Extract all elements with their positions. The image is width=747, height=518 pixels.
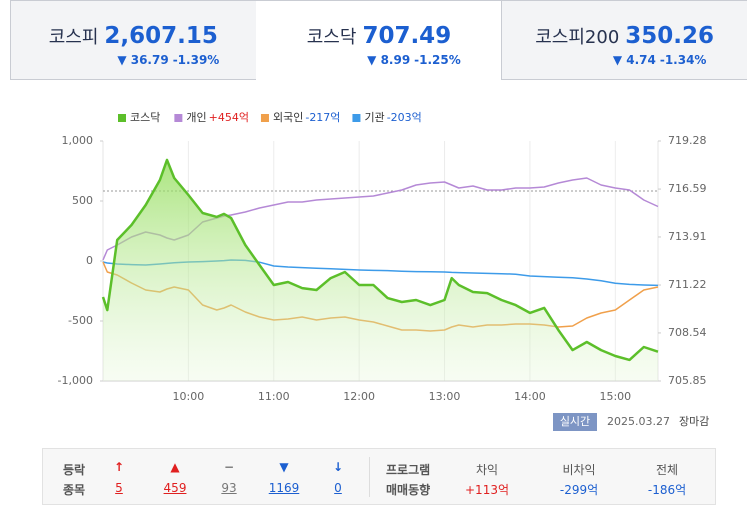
status-state: 장마감 bbox=[679, 415, 709, 428]
index-tab[interactable]: 코스피 2,607.15 ▼ 36.79 -1.39% bbox=[10, 0, 257, 80]
y2-tick-label: 716.59 bbox=[668, 182, 707, 195]
series-area bbox=[103, 159, 658, 381]
program-column-value: +113억 bbox=[465, 483, 509, 497]
y2-tick-label: 719.28 bbox=[668, 134, 707, 147]
summary-count[interactable]: 93 bbox=[221, 481, 237, 495]
x-tick-label: 14:00 bbox=[514, 390, 546, 403]
program-column-name: 차익 bbox=[475, 463, 499, 477]
legend-value: +454억 bbox=[209, 111, 249, 124]
x-tick-label: 12:00 bbox=[343, 390, 375, 403]
summary-label: 등락 bbox=[63, 463, 86, 477]
summary-count[interactable]: 1169 bbox=[268, 481, 300, 495]
program-column-name: 전체 bbox=[655, 463, 679, 477]
legend-swatch bbox=[352, 114, 361, 122]
index-change: ▼ 8.99 bbox=[367, 53, 411, 67]
index-name: 코스피 bbox=[48, 27, 99, 48]
status-badge-text: 실시간 bbox=[560, 415, 590, 428]
y-tick-label: 1,000 bbox=[62, 134, 94, 147]
legend-label: 기관 bbox=[364, 111, 384, 124]
index-tab[interactable]: 코스닥 707.49 ▼ 8.99 -1.25% bbox=[255, 0, 503, 80]
program-column-name: 비차익 bbox=[562, 463, 596, 477]
index-tab[interactable]: 코스피200 350.26 ▼ 4.74 -1.34% bbox=[501, 0, 747, 80]
y2-tick-label: 705.85 bbox=[668, 374, 707, 387]
index-value: 350.26 bbox=[625, 23, 715, 49]
x-tick-label: 10:00 bbox=[173, 390, 205, 403]
summary-count[interactable]: 459 bbox=[163, 481, 187, 495]
index-rate: -1.34% bbox=[659, 53, 707, 67]
status-badge bbox=[553, 413, 597, 431]
status-date: 2025.03.27 bbox=[607, 415, 670, 428]
y-tick-label: 0 bbox=[86, 254, 93, 267]
legend-label: 개인 bbox=[186, 111, 206, 124]
series-line bbox=[101, 158, 659, 362]
legend-value: -203억 bbox=[387, 111, 422, 124]
tab-main: 코스닥 707.49 bbox=[256, 23, 503, 49]
summary-symbol: − bbox=[223, 460, 235, 474]
program-column-value: -186억 bbox=[647, 483, 687, 497]
index-name: 코스닥 bbox=[306, 27, 357, 48]
index-value: 707.49 bbox=[362, 23, 452, 49]
x-tick-label: 15:00 bbox=[599, 390, 631, 403]
y-tick-label: -500 bbox=[68, 314, 93, 327]
legend-value: -217억 bbox=[305, 111, 340, 124]
x-tick-label: 13:00 bbox=[429, 390, 461, 403]
chart: 10:00 11:00 12:00 13:00 14:00 15:00 1,000 500 0 -… bbox=[58, 111, 709, 431]
index-name: 코스피200 bbox=[535, 27, 620, 48]
separator bbox=[369, 457, 370, 497]
index-tabs: 코스피 2,607.15 ▼ 36.79 -1.39% 코스닥 707.49 ▼ 8.99-… bbox=[0, 0, 747, 81]
y2-tick-label: 708.54 bbox=[668, 326, 707, 339]
summary-count[interactable]: 5 bbox=[115, 481, 123, 495]
summary-symbol: ↓ bbox=[332, 460, 344, 474]
index-rate: -1.39% bbox=[172, 53, 220, 67]
summary-symbol: ▼ bbox=[279, 460, 289, 474]
summary-symbol: ▲ bbox=[170, 460, 180, 474]
program-label: 매매동향 bbox=[386, 483, 431, 497]
tab-change: ▼ 36.79 -1.39% bbox=[11, 53, 256, 67]
y2-tick-label: 713.91 bbox=[668, 230, 707, 243]
legend-swatch bbox=[260, 114, 269, 122]
index-value: 2,607.15 bbox=[104, 23, 218, 49]
index-rate: -1.25% bbox=[414, 53, 461, 67]
summary-label: 종목 bbox=[63, 483, 86, 497]
legend-swatch bbox=[174, 114, 183, 122]
tab-main: 코스피200 350.26 bbox=[502, 23, 747, 49]
program-column-value: -299억 bbox=[559, 483, 599, 497]
index-change: ▼ 4.74 bbox=[612, 53, 656, 67]
tab-change: ▼ 8.99 -1.25% bbox=[256, 53, 503, 67]
y-tick-label: -1,000 bbox=[58, 374, 93, 387]
legend-label: 외국인 bbox=[273, 111, 303, 124]
index-change: ▼ 36.79 bbox=[117, 53, 169, 67]
tab-change: ▼ 4.74 -1.34% bbox=[502, 53, 747, 67]
legend-swatch bbox=[118, 114, 126, 122]
y-tick-label: 500 bbox=[72, 194, 93, 207]
y2-tick-label: 711.22 bbox=[668, 278, 707, 291]
summary-symbol: ↑ bbox=[113, 460, 125, 474]
x-tick-label: 11:00 bbox=[258, 390, 290, 403]
tab-main: 코스피 2,607.15 bbox=[11, 23, 256, 49]
summary-count[interactable]: 0 bbox=[334, 481, 342, 495]
legend-label: 코스닥 bbox=[130, 111, 160, 124]
program-label: 프로그램 bbox=[386, 463, 431, 477]
